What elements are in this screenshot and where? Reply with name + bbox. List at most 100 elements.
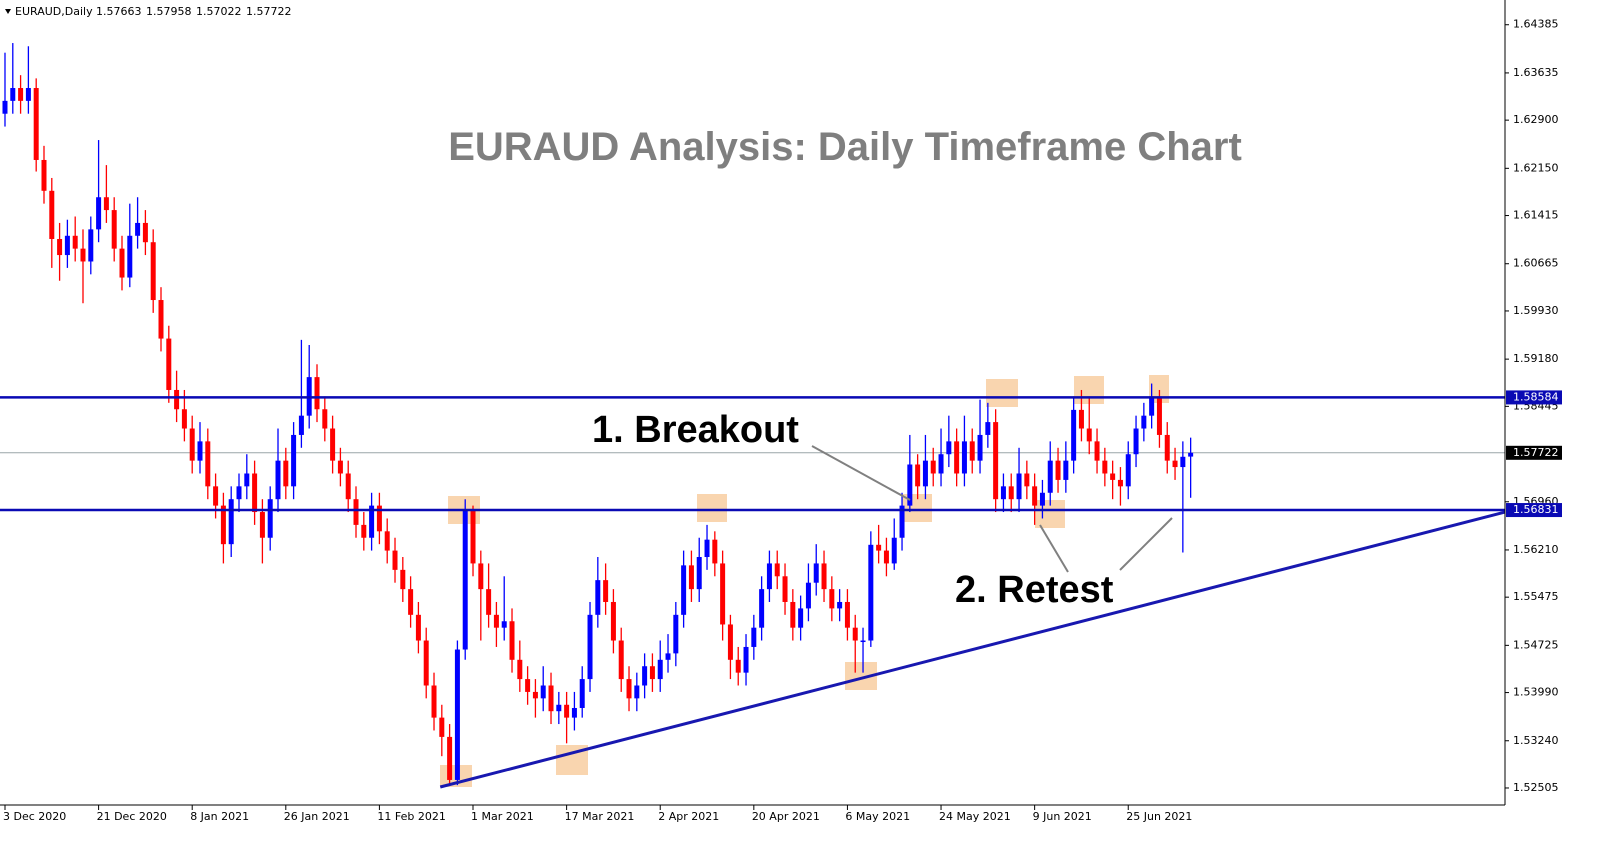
candle-body bbox=[735, 659, 741, 673]
candle-body bbox=[1117, 479, 1123, 487]
candle-body bbox=[579, 679, 585, 708]
y-tick-label: 1.59930 bbox=[1513, 304, 1559, 317]
y-tick-label: 1.62150 bbox=[1513, 161, 1559, 174]
highlight-box bbox=[697, 494, 727, 522]
candle-body bbox=[314, 377, 320, 410]
candle-body bbox=[626, 679, 632, 699]
candle-body bbox=[556, 704, 562, 712]
x-tick-label: 1 Mar 2021 bbox=[471, 810, 534, 823]
candle-body bbox=[805, 582, 811, 609]
header: EURAUD,Daily 1.57663 1.57958 1.57022 1.5… bbox=[5, 5, 292, 18]
x-tick-label: 26 Jan 2021 bbox=[284, 810, 350, 823]
candle-body bbox=[142, 222, 148, 243]
candle-body bbox=[33, 88, 39, 160]
x-tick-label: 20 Apr 2021 bbox=[752, 810, 820, 823]
candle-body bbox=[1024, 473, 1030, 487]
candle-body bbox=[64, 235, 70, 256]
candle-body bbox=[392, 550, 398, 570]
candle-body bbox=[813, 563, 819, 583]
candle-body bbox=[782, 576, 788, 602]
y-tick-label: 1.55475 bbox=[1513, 590, 1559, 603]
candle-body bbox=[1172, 460, 1178, 468]
candle-body bbox=[431, 685, 437, 718]
y-tick-label: 1.52505 bbox=[1513, 781, 1559, 794]
x-tick-label: 25 Jun 2021 bbox=[1126, 810, 1192, 823]
header-close: 1.57722 bbox=[246, 5, 292, 18]
candle-body bbox=[727, 624, 733, 660]
level-label-box bbox=[1506, 503, 1562, 518]
candle-body bbox=[478, 563, 484, 590]
candle-body bbox=[376, 505, 382, 532]
candle-body bbox=[829, 589, 835, 609]
x-tick-label: 17 Mar 2021 bbox=[565, 810, 635, 823]
candle-body bbox=[1008, 486, 1014, 500]
candle-body bbox=[423, 640, 429, 686]
candle-body bbox=[961, 441, 967, 474]
candle-body bbox=[127, 235, 133, 278]
candle-body bbox=[228, 499, 234, 545]
candle-body bbox=[259, 512, 265, 538]
candle-body bbox=[111, 210, 117, 249]
candle-body bbox=[564, 704, 570, 718]
candle-body bbox=[166, 338, 172, 390]
candle-body bbox=[665, 653, 671, 660]
candle-body bbox=[345, 473, 351, 500]
candle-body bbox=[876, 544, 882, 551]
candle-body bbox=[868, 544, 874, 641]
candle-body bbox=[408, 589, 414, 615]
y-tick-label: 1.54725 bbox=[1513, 638, 1559, 651]
candle-body bbox=[1125, 454, 1131, 487]
x-tick-label: 2 Apr 2021 bbox=[658, 810, 719, 823]
header-icon bbox=[5, 9, 11, 14]
candle-body bbox=[883, 550, 889, 564]
candle-body bbox=[353, 499, 359, 525]
candle-body bbox=[103, 197, 109, 211]
candle-body bbox=[1000, 486, 1006, 500]
candle-body bbox=[400, 569, 406, 590]
candle-body bbox=[2, 100, 8, 114]
candle-body bbox=[790, 601, 796, 628]
candle-body bbox=[369, 505, 375, 538]
x-tick-label: 6 May 2021 bbox=[845, 810, 910, 823]
candle-body bbox=[322, 409, 328, 429]
candle-body bbox=[41, 159, 47, 191]
candle-body bbox=[899, 505, 905, 538]
candle-body bbox=[158, 300, 164, 339]
candle-body bbox=[751, 627, 757, 647]
y-tick-label: 1.60665 bbox=[1513, 257, 1559, 270]
candle-body bbox=[852, 627, 858, 641]
plot-area bbox=[0, 43, 1506, 789]
candle-body bbox=[969, 441, 975, 461]
candle-body bbox=[1055, 460, 1061, 480]
y-tick-label: 1.59180 bbox=[1513, 352, 1559, 365]
candle-body bbox=[291, 434, 297, 487]
candle-body bbox=[743, 646, 749, 673]
candle-body bbox=[766, 563, 772, 590]
candle-body bbox=[922, 460, 928, 487]
candle-body bbox=[938, 454, 944, 474]
candle-body bbox=[330, 428, 336, 461]
trendline bbox=[439, 510, 1506, 789]
candle-body bbox=[57, 238, 63, 256]
candle-body bbox=[189, 428, 195, 461]
candle-body bbox=[415, 614, 421, 641]
highlight-box bbox=[986, 379, 1018, 407]
candle-body bbox=[298, 415, 304, 435]
candle-body bbox=[213, 486, 219, 506]
level-label: 1.56831 bbox=[1513, 503, 1559, 516]
candle-body bbox=[72, 235, 78, 249]
annotation-arrow bbox=[1039, 524, 1069, 573]
candle-body bbox=[844, 601, 850, 628]
candle-body bbox=[174, 389, 180, 410]
candle-body bbox=[618, 640, 624, 680]
candle-body bbox=[244, 473, 250, 487]
candle-body bbox=[509, 621, 515, 660]
candle-body bbox=[712, 539, 718, 564]
candle-body bbox=[1016, 473, 1022, 500]
x-tick-label: 24 May 2021 bbox=[939, 810, 1011, 823]
y-tick-label: 1.53990 bbox=[1513, 686, 1559, 699]
candle-body bbox=[18, 88, 24, 101]
candle-body bbox=[1032, 486, 1038, 506]
candle-body bbox=[493, 614, 499, 628]
